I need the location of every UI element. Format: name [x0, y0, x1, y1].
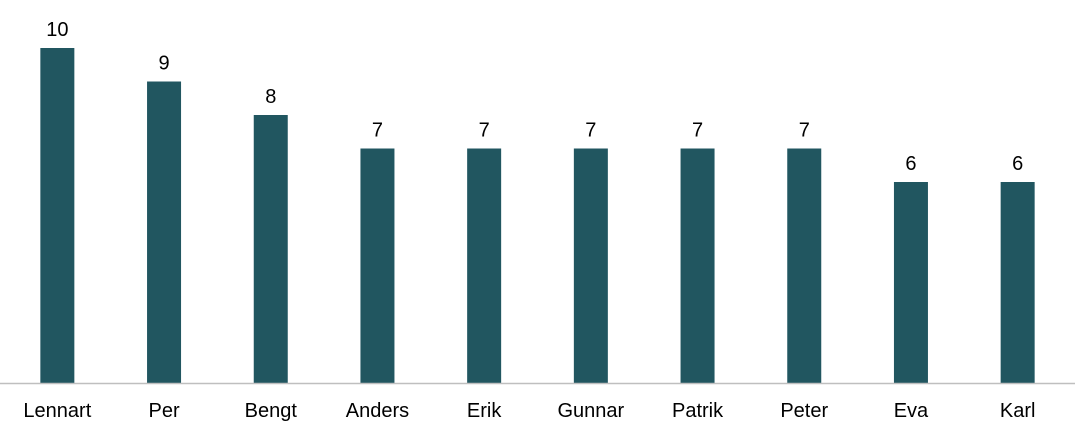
- x-tick-label-anders: Anders: [346, 400, 409, 422]
- bar-per: [147, 81, 182, 383]
- x-tick-label-gunnar: Gunnar: [557, 400, 624, 422]
- data-labels-group: 10 9 8 7 7 7 7 7 6 6: [46, 19, 1023, 175]
- x-tick-label-eva: Eva: [894, 400, 929, 422]
- x-tick-label-bengt: Bengt: [245, 400, 298, 422]
- x-tick-label-lennart: Lennart: [23, 400, 91, 422]
- data-label-anders: 7: [372, 120, 383, 142]
- x-tick-label-erik: Erik: [467, 400, 502, 422]
- data-label-peter: 7: [799, 120, 810, 142]
- bar-gunnar: [573, 148, 608, 383]
- data-label-per: 9: [158, 53, 169, 75]
- data-label-eva: 6: [905, 153, 916, 175]
- bar-erik: [467, 148, 502, 383]
- bar-lennart: [40, 48, 75, 383]
- bar-eva: [893, 182, 928, 383]
- data-label-bengt: 8: [265, 86, 276, 108]
- x-tick-label-karl: Karl: [1000, 400, 1036, 422]
- x-tick-label-per: Per: [148, 400, 179, 422]
- bar-bengt: [253, 115, 288, 383]
- x-tick-label-peter: Peter: [780, 400, 828, 422]
- data-label-erik: 7: [479, 120, 490, 142]
- bar-karl: [1000, 182, 1035, 383]
- bar-anders: [360, 148, 395, 383]
- data-label-lennart: 10: [46, 19, 68, 41]
- x-tick-label-patrik: Patrik: [672, 400, 724, 422]
- bar-peter: [787, 148, 822, 383]
- bars-group: [40, 48, 1035, 383]
- bar-patrik: [680, 148, 715, 383]
- data-label-patrik: 7: [692, 120, 703, 142]
- data-label-karl: 6: [1012, 153, 1023, 175]
- data-label-gunnar: 7: [585, 120, 596, 142]
- x-tick-labels-group: Lennart Per Bengt Anders Erik Gunnar Patrik Pet…: [23, 400, 1035, 422]
